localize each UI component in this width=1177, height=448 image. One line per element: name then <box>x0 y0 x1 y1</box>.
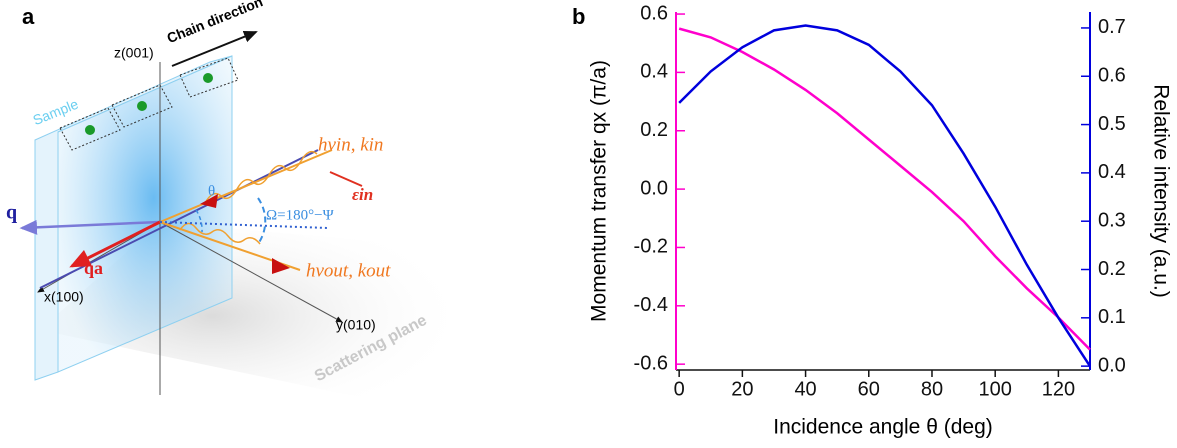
label: Ω=180°−Ψ <box>266 207 335 223</box>
y2-tick-label: 0.5 <box>1098 113 1126 135</box>
y2-tick-label: 0.7 <box>1098 16 1126 38</box>
y-tick-label: -0.6 <box>634 352 668 374</box>
y2-tick-label: 0.0 <box>1098 354 1126 376</box>
y-tick-label: 0.6 <box>640 2 668 24</box>
label: εin <box>352 185 373 204</box>
x-tick-label: 20 <box>731 378 753 400</box>
x-tick-label: 80 <box>921 378 943 400</box>
diagram: a z(001) Chain direction Sample q qa x(1… <box>6 0 470 410</box>
qa-arrow <box>69 220 161 268</box>
unit-cell <box>179 57 239 98</box>
polarization <box>329 171 363 187</box>
unit-cell <box>59 107 121 151</box>
y-tick-label: 0.2 <box>640 119 668 141</box>
label: Chain direction <box>165 0 265 46</box>
y2-tick-label: 0.1 <box>1098 306 1126 328</box>
omega-arc <box>257 197 267 245</box>
label: hνin, kin <box>318 134 383 155</box>
y-axis-label: Momentum transfer qx (π/a) <box>588 60 611 322</box>
outgoing-wave <box>179 222 261 245</box>
q-arrow <box>19 219 161 235</box>
y2-tick-label: 0.3 <box>1098 209 1126 231</box>
y-tick-label: -0.2 <box>634 236 668 258</box>
incoming-beam <box>159 149 333 223</box>
y2-tick-label: 0.4 <box>1098 161 1126 183</box>
label: x(100) <box>44 289 84 305</box>
atom <box>85 125 95 135</box>
label: qa <box>84 258 103 278</box>
panel-label: b <box>572 4 585 29</box>
label: y(010) <box>336 317 376 333</box>
y2-tick-label: 0.2 <box>1098 258 1126 280</box>
label: q <box>6 202 17 224</box>
y-tick-label: 0.4 <box>640 61 668 83</box>
x-tick-label: 100 <box>979 378 1012 400</box>
y-tick-label: 0.0 <box>640 177 668 199</box>
chain-arrow <box>171 30 258 67</box>
theta-arc <box>195 209 203 233</box>
y2-axis-label: Relative intensity (a.u.) <box>1149 84 1172 298</box>
label: hνout, kout <box>306 260 391 281</box>
beam-arrowhead <box>200 194 218 208</box>
x-tick-label: 40 <box>794 378 816 400</box>
incoming-wave <box>204 150 318 204</box>
line <box>678 27 1091 351</box>
panel-label: a <box>22 4 35 29</box>
x-tick-label: 120 <box>1042 378 1075 400</box>
label: z(001) <box>114 45 154 61</box>
unit-cell <box>111 84 173 128</box>
x-tick-label: 0 <box>674 378 685 400</box>
label: θ <box>208 183 215 199</box>
atom <box>137 101 147 111</box>
atom <box>203 73 213 83</box>
beam-arrowhead <box>272 258 290 274</box>
y2-tick-label: 0.6 <box>1098 65 1126 87</box>
bisector <box>159 221 329 229</box>
line <box>678 24 1092 367</box>
y-axis-line <box>159 221 343 323</box>
slab-face <box>57 55 233 373</box>
y-tick-label: -0.4 <box>634 294 668 316</box>
x-tick-label: 60 <box>858 378 880 400</box>
x-axis-label: Incidence angle θ (deg) <box>773 416 993 439</box>
